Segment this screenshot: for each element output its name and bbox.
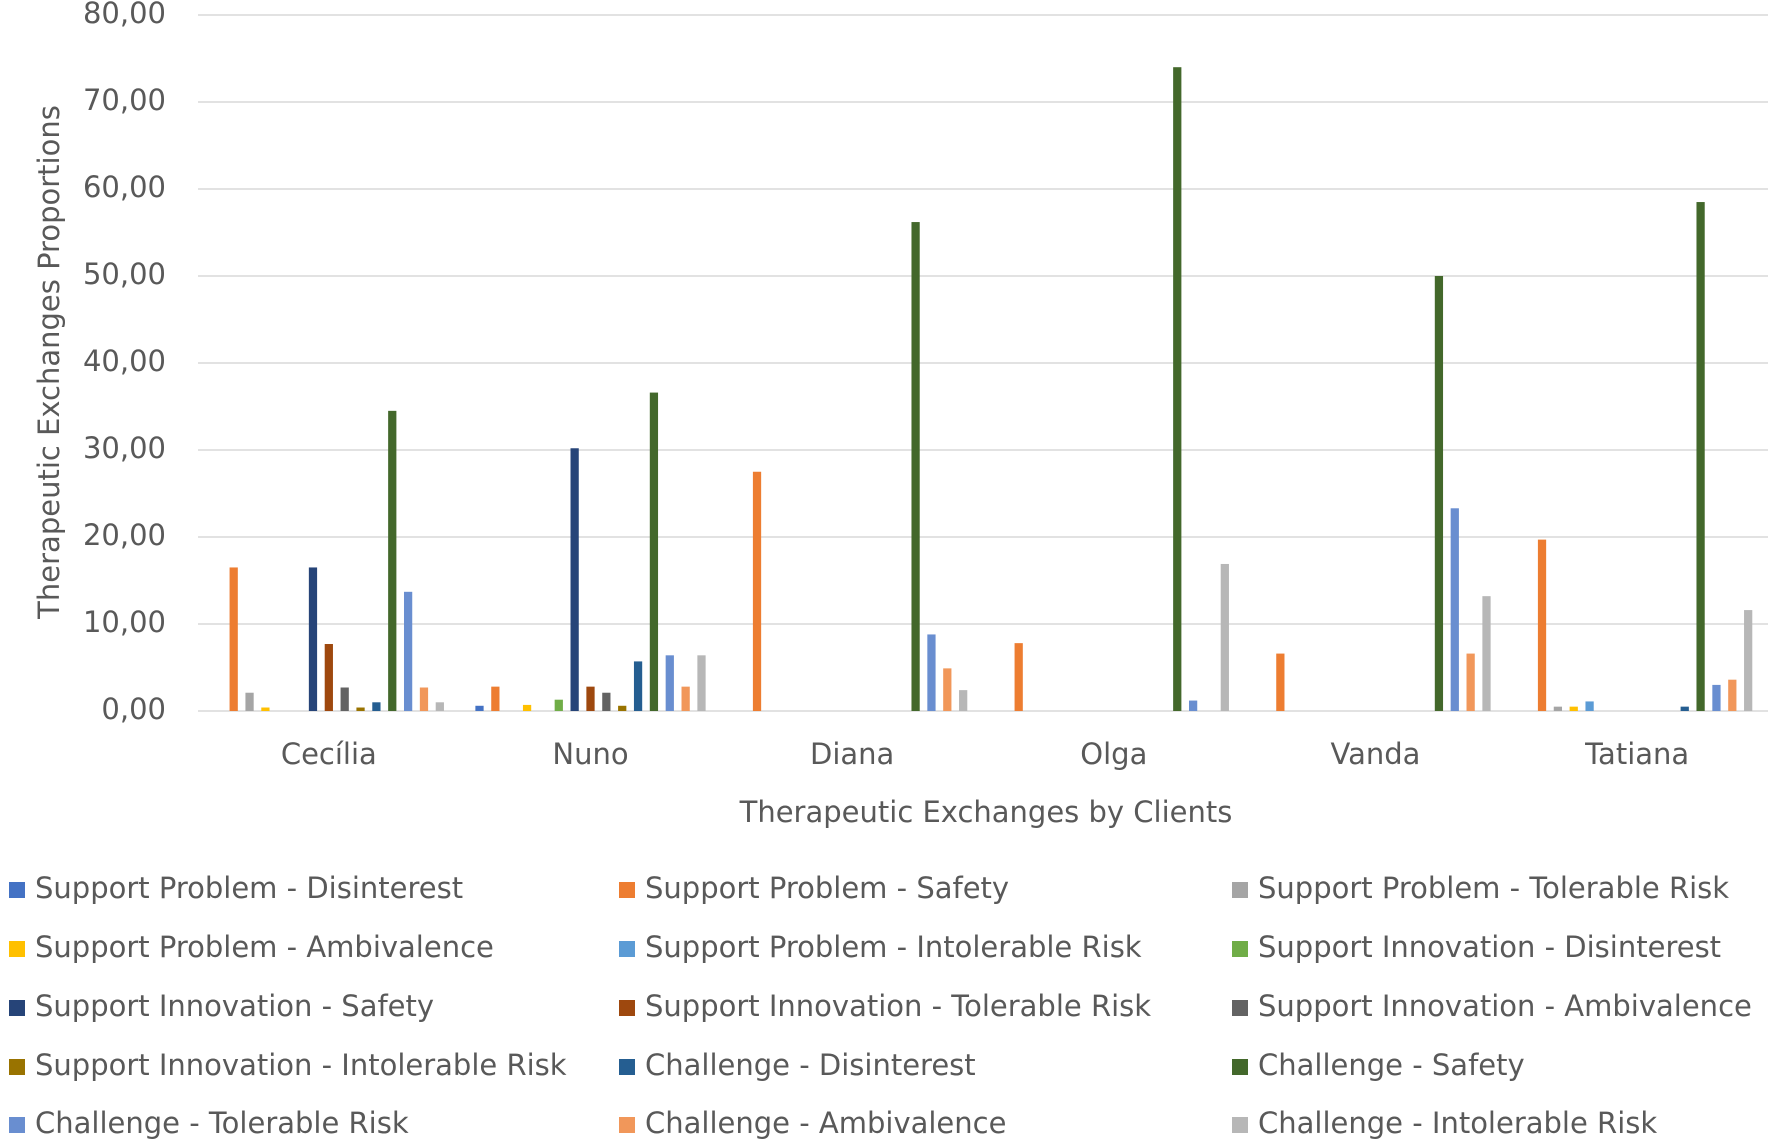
legend-swatch <box>619 882 635 898</box>
legend-label: Support Problem - Disinterest <box>35 871 463 905</box>
bar <box>356 707 365 711</box>
bar <box>1537 539 1547 711</box>
bar <box>649 392 659 711</box>
bar <box>522 704 532 711</box>
x-tick-label: Vanda <box>1331 737 1421 771</box>
y-tick-label: 70,00 <box>83 83 166 117</box>
y-axis-title: Therapeutic Exchanges Proportions <box>32 105 66 620</box>
legend-label: Challenge - Tolerable Risk <box>35 1106 409 1140</box>
bar <box>752 471 762 711</box>
y-tick-label: 20,00 <box>83 518 166 552</box>
y-tick-label: 60,00 <box>83 170 166 204</box>
bar <box>1553 706 1563 711</box>
x-tick-label: Cecília <box>281 737 377 771</box>
legend-swatch <box>619 1059 635 1075</box>
bar <box>1712 684 1721 711</box>
legend-label: Support Problem - Tolerable Risk <box>1258 871 1729 905</box>
legend-swatch <box>1232 941 1248 957</box>
bar <box>1220 563 1229 711</box>
bar <box>602 692 611 711</box>
legend-label: Challenge - Ambivalence <box>645 1106 1006 1140</box>
legend-label: Challenge - Disinterest <box>645 1048 976 1082</box>
bar <box>324 644 333 711</box>
bar <box>1014 643 1023 711</box>
legend-label: Support Problem - Intolerable Risk <box>645 930 1142 964</box>
legend-label: Support Innovation - Safety <box>35 989 434 1023</box>
legend-label: Support Innovation - Intolerable Risk <box>35 1048 567 1082</box>
y-tick-label: 80,00 <box>83 0 166 30</box>
bar <box>388 410 397 711</box>
bar <box>1188 700 1198 711</box>
legend-label: Support Problem - Safety <box>645 871 1009 905</box>
bar <box>1450 508 1459 711</box>
bar <box>570 448 579 711</box>
bar <box>229 567 238 711</box>
legend-swatch <box>9 1059 25 1075</box>
legend-swatch <box>1232 1000 1248 1016</box>
bar <box>943 668 952 711</box>
bar <box>1569 706 1578 711</box>
bar <box>261 707 270 711</box>
legend-swatch <box>9 941 25 957</box>
x-axis-title: Therapeutic Exchanges by Clients <box>739 795 1233 829</box>
x-tick-label: Diana <box>810 737 894 771</box>
legend-swatch <box>619 941 635 957</box>
y-tick-label: 50,00 <box>83 257 166 291</box>
bar <box>959 690 968 711</box>
bar <box>586 686 595 711</box>
y-tick-label: 0,00 <box>101 692 166 726</box>
legend-label: Support Innovation - Tolerable Risk <box>645 989 1151 1023</box>
bar <box>618 705 627 711</box>
legend-swatch <box>1232 1117 1248 1133</box>
legend-label: Challenge - Intolerable Risk <box>1258 1106 1657 1140</box>
y-tick-label: 40,00 <box>83 344 166 378</box>
bar <box>665 655 674 711</box>
legend-swatch <box>9 1117 25 1133</box>
legend-label: Challenge - Safety <box>1258 1048 1525 1082</box>
bar <box>340 687 349 711</box>
bar <box>435 702 444 711</box>
bar <box>1466 653 1475 711</box>
x-tick-label: Olga <box>1080 737 1147 771</box>
legend-swatch <box>9 1000 25 1016</box>
x-tick-label: Nuno <box>552 737 628 771</box>
legend-swatch <box>1232 882 1248 898</box>
bar <box>1696 202 1705 712</box>
bar <box>697 655 706 711</box>
legend-swatch <box>619 1000 635 1016</box>
bar <box>1482 596 1491 711</box>
bar <box>372 702 381 711</box>
bar <box>475 705 484 711</box>
bar <box>554 699 563 711</box>
legend-label: Support Problem - Ambivalence <box>35 930 494 964</box>
bar <box>1728 679 1737 711</box>
legend-swatch <box>619 1117 635 1133</box>
bar <box>1585 701 1594 711</box>
bar <box>1680 706 1689 711</box>
bar <box>1744 610 1753 711</box>
bar <box>681 686 690 711</box>
bar <box>491 686 500 711</box>
bar <box>245 692 254 711</box>
bar <box>911 222 920 711</box>
legend-label: Support Innovation - Ambivalence <box>1258 989 1752 1023</box>
bar <box>403 591 413 711</box>
bar <box>419 687 429 711</box>
bar <box>927 634 936 711</box>
bar <box>1434 276 1444 711</box>
y-tick-label: 30,00 <box>83 431 166 465</box>
bar <box>308 567 318 711</box>
legend-label: Support Innovation - Disinterest <box>1258 930 1721 964</box>
legend-swatch <box>1232 1059 1248 1075</box>
bar <box>1173 67 1182 711</box>
legend-swatch <box>9 882 25 898</box>
x-tick-label: Tatiana <box>1584 737 1689 771</box>
y-tick-label: 10,00 <box>83 605 166 639</box>
bar <box>1276 653 1285 711</box>
bar <box>633 661 643 711</box>
